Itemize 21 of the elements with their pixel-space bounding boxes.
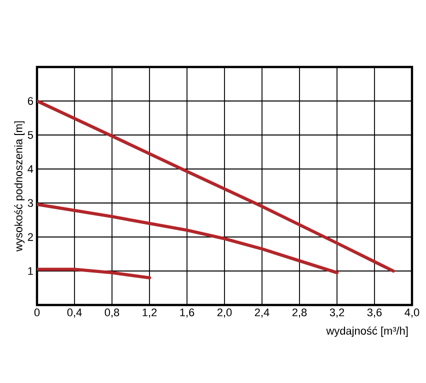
line-series: [37, 202, 339, 274]
x-tick-label: 2,0: [217, 308, 232, 318]
x-tick-label: 0: [34, 308, 40, 316]
y-tick-label: 5: [28, 131, 34, 139]
y-tick-label: 6: [28, 97, 33, 105]
line-series: [37, 99, 395, 273]
x-tick-label: 2,4: [254, 308, 270, 318]
x-tick-label: 2,8: [292, 308, 307, 318]
x-tick-label: 1,6: [180, 308, 194, 318]
x-tick-label: 3,6: [367, 308, 382, 318]
y-axis-title: wysokość podnoszenia [m]: [14, 121, 25, 252]
y-tick-label: 4: [28, 165, 34, 173]
y-tick-label: 2: [28, 233, 33, 241]
x-tick-label: 3,2: [330, 308, 344, 318]
x-tick-label: 4,0: [404, 308, 420, 318]
x-tick-label: 1,2: [142, 308, 157, 318]
y-tick-label: 3: [28, 199, 33, 207]
y-tick-label: 1: [28, 267, 33, 275]
x-axis-title: wydajność [m³/h]: [326, 326, 408, 337]
x-tick-label: 0,8: [104, 308, 120, 318]
x-tick-label: 0,4: [67, 308, 82, 318]
